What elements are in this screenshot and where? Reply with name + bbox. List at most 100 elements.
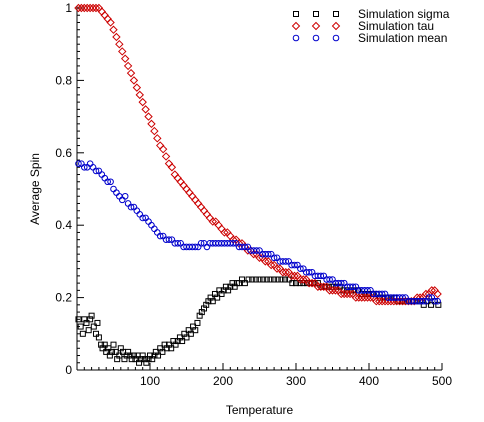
data-point [266,260,276,270]
data-point [130,352,137,359]
data-point [291,261,298,269]
data-point [158,144,168,154]
data-point [378,290,386,298]
data-point [138,356,145,363]
y-tick-label: 1 [65,1,72,15]
data-point [272,264,282,273]
data-point [109,348,116,355]
data-point [375,297,384,306]
data-point [123,352,130,359]
data-point [278,268,288,277]
data-point [112,32,121,42]
data-point [297,265,304,272]
data-point [399,294,406,301]
data-point [363,293,372,302]
data-point [274,276,281,283]
data-point [127,203,135,211]
data-point [282,258,290,265]
series-circle [75,160,441,305]
data-point [434,297,441,305]
data-point [377,297,387,306]
data-point [380,294,387,301]
data-point [139,214,146,222]
data-point [168,345,175,352]
data-point [304,278,314,288]
data-point [167,163,177,172]
data-point [161,152,171,161]
data-point [241,243,249,251]
data-point [203,243,211,251]
data-point [428,301,435,308]
data-point [290,271,299,281]
data-point [133,207,141,215]
data-point [325,283,332,290]
data-point [326,276,333,283]
data-point [151,352,158,359]
data-point [209,298,216,305]
x-tick-label: 400 [359,374,379,388]
data-point [98,341,105,348]
legend-marker [293,11,299,17]
data-point [174,240,182,247]
data-point [155,352,162,359]
data-point [135,90,144,100]
data-point [354,293,363,302]
legend-marker [331,21,341,31]
data-point [83,3,92,13]
data-point [138,97,147,107]
data-point [179,338,186,345]
data-point [351,293,361,302]
legend-label: Simulation mean [358,31,447,45]
data-point [317,272,325,280]
data-point [101,341,108,348]
legend-label: Simulation sigma [358,7,450,21]
x-tick-label: 500 [432,374,452,388]
data-point [307,278,317,288]
data-point [145,356,152,363]
data-point [156,232,164,240]
data-point [192,327,199,334]
x-axis-title: Temperature [226,403,294,417]
data-point [427,286,436,295]
data-point [328,286,337,295]
data-point [289,280,296,287]
data-point [120,54,130,63]
data-point [116,192,123,200]
data-point [121,192,129,200]
y-tick-label: 0.8 [55,73,72,87]
data-point [270,254,278,262]
data-point [88,3,98,13]
data-point [85,3,95,13]
x-tick-label: 300 [286,374,306,388]
data-point [183,334,190,341]
data-point [77,3,86,13]
data-point [366,290,372,297]
data-point [95,334,102,341]
data-point [110,341,117,348]
data-point [75,316,82,323]
data-point [154,229,161,236]
legend-marker [311,21,321,31]
series-diamond [74,3,442,306]
data-point [127,352,134,359]
data-point [148,221,155,229]
data-point [194,319,201,326]
data-point [345,289,355,299]
data-point [336,283,343,290]
data-point [419,297,427,305]
data-point [296,275,305,284]
data-point [261,257,270,266]
data-point [118,47,127,56]
data-point [132,83,142,92]
data-point [187,330,194,337]
data-point [80,3,89,13]
data-point [126,68,136,78]
y-tick-label: 0.2 [55,291,72,305]
data-point [271,276,278,283]
data-point [264,250,272,258]
data-point [296,280,303,287]
data-point [136,211,144,218]
data-point [110,185,117,193]
data-point [90,323,97,330]
